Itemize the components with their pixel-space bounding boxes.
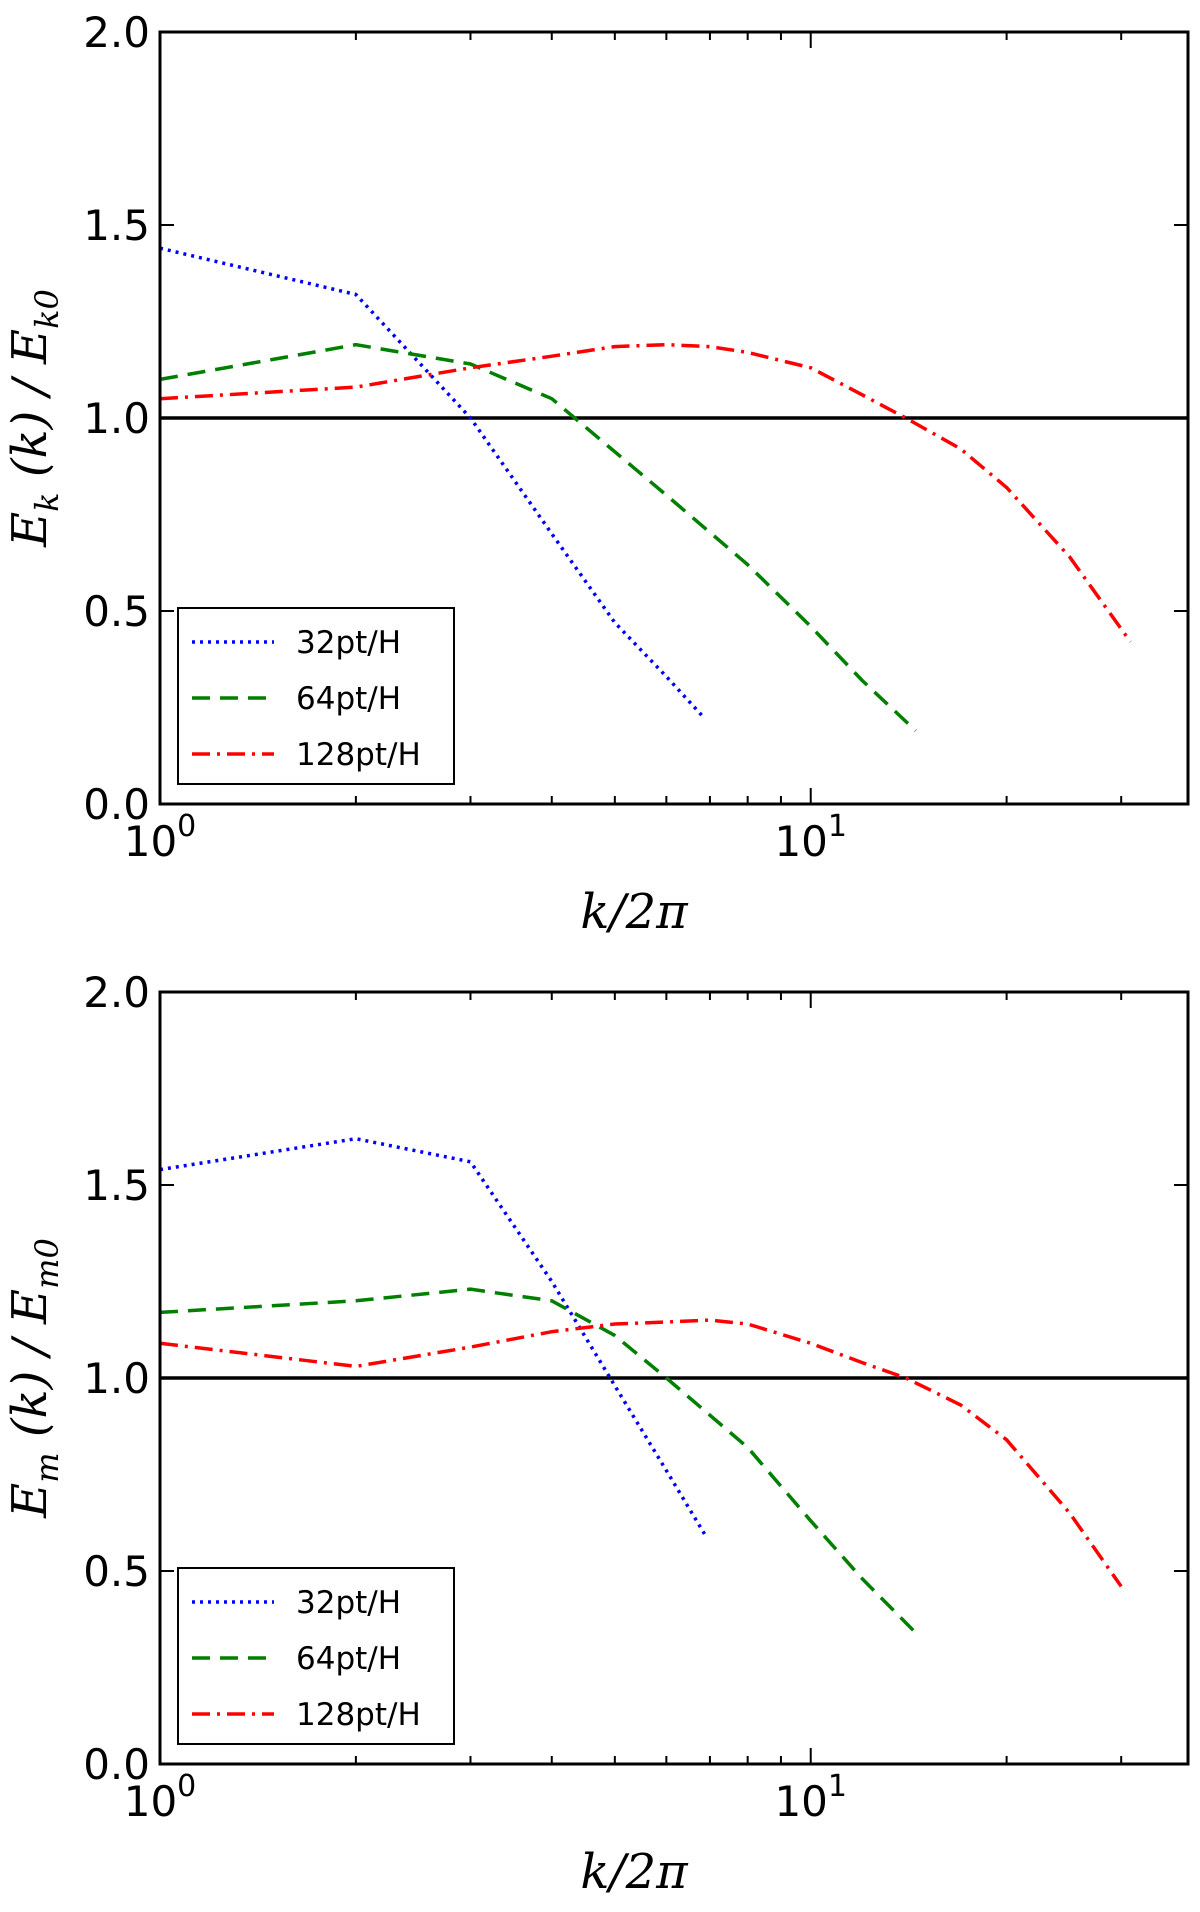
x-axis-label: k/2π bbox=[580, 884, 689, 940]
legend-box bbox=[177, 1567, 455, 1745]
series-line-64pt/H bbox=[159, 1287, 917, 1635]
plot-frame bbox=[158, 990, 1190, 1766]
legend-label: 64pt/H bbox=[296, 1641, 401, 1677]
legend-label: 32pt/H bbox=[296, 625, 401, 661]
legend-label: 128pt/H bbox=[296, 737, 421, 773]
series-line-32pt/H bbox=[159, 1136, 708, 1538]
y-tick-label: 1.5 bbox=[83, 201, 150, 250]
y-tick-label: 0.5 bbox=[83, 587, 150, 636]
x-tick-label: 100 bbox=[124, 1769, 197, 1826]
y-axis-label: Ek (k) / Ek0 bbox=[2, 289, 66, 548]
legend-label: 64pt/H bbox=[296, 681, 401, 717]
plot-frame bbox=[158, 30, 1190, 806]
y-axis-label: Em (k) / Em0 bbox=[2, 1238, 66, 1519]
x-axis-label: k/2π bbox=[580, 1844, 689, 1900]
y-tick-label: 1.5 bbox=[83, 1161, 150, 1210]
y-tick-label: 2.0 bbox=[83, 8, 150, 57]
y-tick-label: 1.0 bbox=[83, 394, 150, 443]
legend: 32pt/H 64pt/H 128pt/H bbox=[177, 1567, 455, 1745]
x-tick-label: 101 bbox=[774, 809, 847, 866]
y-tick-label: 0.0 bbox=[83, 780, 150, 829]
chart-kinetic-energy-ratio: 0.0 0.5 1.0 1.5 2.0 100 101 32pt/H 64pt/H 128pt/H… bbox=[2, 8, 1190, 940]
series-line-128pt/H bbox=[159, 342, 1132, 643]
x-tick-label: 101 bbox=[774, 1769, 847, 1826]
series-line-128pt/H bbox=[159, 1318, 1123, 1588]
legend: 32pt/H 64pt/H 128pt/H bbox=[177, 607, 455, 785]
y-tick-label: 0.5 bbox=[83, 1547, 150, 1596]
chart-magnetic-energy-ratio: 0.0 0.5 1.0 1.5 2.0 100 101 32pt/H 64pt/H 128pt/H… bbox=[2, 968, 1190, 1900]
y-tick-label: 0.0 bbox=[83, 1740, 150, 1789]
x-tick-label: 100 bbox=[124, 809, 197, 866]
series-line-64pt/H bbox=[159, 342, 917, 732]
series-line-32pt/H bbox=[159, 246, 703, 717]
legend-label: 32pt/H bbox=[296, 1585, 401, 1621]
legend-label: 128pt/H bbox=[296, 1697, 421, 1733]
legend-box bbox=[177, 607, 455, 785]
y-tick-label: 2.0 bbox=[83, 968, 150, 1017]
y-tick-label: 1.0 bbox=[83, 1354, 150, 1403]
